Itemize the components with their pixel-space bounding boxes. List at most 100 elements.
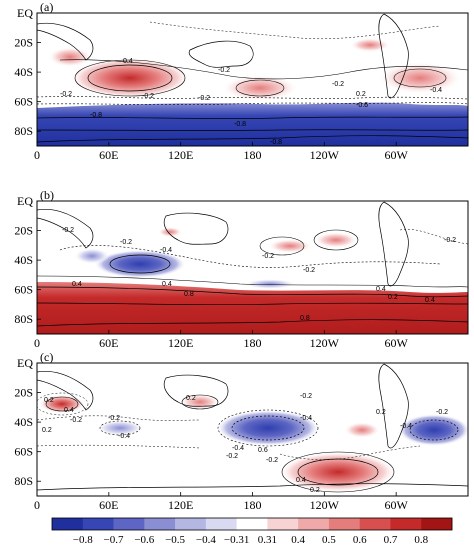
positive-anomaly <box>268 239 312 253</box>
colorbar-label: −0.8 <box>73 534 93 546</box>
contour-line <box>409 419 459 441</box>
colorbar-label: 0.6 <box>353 534 367 546</box>
contour-label: -0.2 <box>62 227 74 234</box>
contour-label: -0.4 <box>232 445 244 452</box>
lon-tick-label: 120E <box>168 148 193 162</box>
colorbar-label: 0.5 <box>322 534 336 546</box>
positive-anomaly <box>314 232 358 248</box>
contour-label: -0.2 <box>436 409 448 416</box>
colorbar-swatch <box>175 518 207 530</box>
positive-anomaly <box>350 38 390 52</box>
coastline <box>378 201 409 287</box>
contour-line <box>37 116 468 119</box>
contour-label: -0.2 <box>218 67 230 74</box>
contour-label: 0.2 <box>388 294 398 301</box>
colorbar-frame <box>51 517 453 531</box>
positive-anomaly <box>222 75 298 101</box>
contour-label: -0.2 <box>262 253 274 260</box>
coastline <box>37 135 468 143</box>
lat-tick-label: EQ <box>17 6 33 20</box>
contour-label: 0.2 <box>44 397 54 404</box>
lon-tick-label: 60W <box>385 498 409 512</box>
lat-tick-label: 80S <box>14 124 33 138</box>
contour-line <box>37 415 201 421</box>
colorbar-label: −0.31 <box>224 534 249 546</box>
coastline <box>378 13 409 99</box>
positive-anomaly <box>344 422 380 438</box>
lat-tick-label: 20S <box>14 386 33 400</box>
contour-line <box>231 415 305 441</box>
coastline <box>378 363 409 449</box>
negative-anomaly <box>244 279 296 289</box>
lat-tick-label: 60S <box>14 445 33 459</box>
colorbar-label: 0.4 <box>291 534 305 546</box>
contour-label: 0.2 <box>310 487 320 494</box>
contour-label: -0.2 <box>120 239 132 246</box>
contour-line <box>149 21 441 40</box>
lon-tick-label: 0 <box>34 148 40 162</box>
contour-label: 0.4 <box>72 281 82 288</box>
coastline <box>37 319 468 327</box>
contour-label: 0.2 <box>356 91 366 98</box>
contour-line <box>313 229 359 251</box>
lon-tick-label: 120W <box>310 336 340 350</box>
positive-anomaly <box>70 58 190 98</box>
contour-label: -0.8 <box>234 121 246 128</box>
contour-label: 0.8 <box>300 315 310 322</box>
negative-anomaly <box>74 248 110 264</box>
contour-label: -0.2 <box>303 267 315 274</box>
contour-label: -0.4 <box>300 415 312 422</box>
contour-line <box>235 79 285 97</box>
lat-tick-label: 40S <box>14 253 33 267</box>
lon-tick-label: 60E <box>99 148 118 162</box>
colorbar-swatch <box>236 518 268 530</box>
panel-c-field: 0.2 0.2 -0.2 0.4 -0.2 -0.4 0.2 -0.4 -0.2… <box>37 363 468 496</box>
colorbar-swatch <box>144 518 176 530</box>
contour-label: 0.4 <box>296 477 306 484</box>
contour-label: 0.4 <box>64 407 74 414</box>
contour-line <box>217 409 319 447</box>
contour-line <box>99 420 141 436</box>
contour-line <box>281 451 395 493</box>
contour-label: -0.2 <box>142 93 154 100</box>
contour-line <box>37 444 201 449</box>
negative-band <box>37 102 468 146</box>
lat-tick-label: 20S <box>14 36 33 50</box>
lat-tick-label: 80S <box>14 312 33 326</box>
contour-label: -0.4 <box>400 423 412 430</box>
negative-anomaly <box>398 414 468 446</box>
colorbar-label: 0.31 <box>258 534 277 546</box>
negative-anomaly <box>96 420 144 436</box>
lon-tick-label: 60W <box>385 148 409 162</box>
colorbar: −0.8 −0.7 −0.6 −0.5 −0.4 −0.31 0.31 0.4 0.5 0.6 0.… <box>51 517 453 546</box>
contour-label: -0.4 <box>160 247 172 254</box>
contour-label: -0.8 <box>270 139 282 146</box>
colorbar-swatch <box>328 518 360 530</box>
contour-label: 0.2 <box>42 427 52 434</box>
coastline <box>188 40 254 68</box>
lat-tick-label: 20S <box>14 224 33 238</box>
colorbar-label: −0.6 <box>134 534 154 546</box>
lon-tick-label: 120W <box>310 148 340 162</box>
coastline <box>163 374 229 407</box>
lat-tick-label: EQ <box>17 194 33 208</box>
panel-b-field: -0.2 -0.2 -0.4 -0.2 -0.2 -0.2 0.4 0.4 0.… <box>37 201 468 334</box>
panel-a: 0.4 -0.2 -0.2 -0.2 -0.2 -0.2 0.2 -0.4 -0… <box>36 0 469 147</box>
contour-label: -0.2 <box>60 91 72 98</box>
lat-tick-label: 60S <box>14 95 33 109</box>
colorbar-swatch <box>205 518 237 530</box>
contour-line <box>87 64 173 92</box>
contour-label: -0.2 <box>444 237 456 244</box>
lat-tick-label: 40S <box>14 415 33 429</box>
colorbar-swatch <box>421 518 453 530</box>
contour-label: -0.4 <box>430 87 442 94</box>
lat-tick-label: 60S <box>14 283 33 297</box>
coastline <box>163 212 229 245</box>
contour-label: -0.2 <box>70 417 82 424</box>
contour-label: 0.6 <box>258 447 268 454</box>
contour-line <box>37 275 468 288</box>
contour-label: 0.4 <box>162 281 172 288</box>
contour-label: -0.2 <box>300 393 312 400</box>
panel-c: 0.2 0.2 -0.2 0.4 -0.2 -0.4 0.2 -0.4 -0.2… <box>36 350 469 497</box>
